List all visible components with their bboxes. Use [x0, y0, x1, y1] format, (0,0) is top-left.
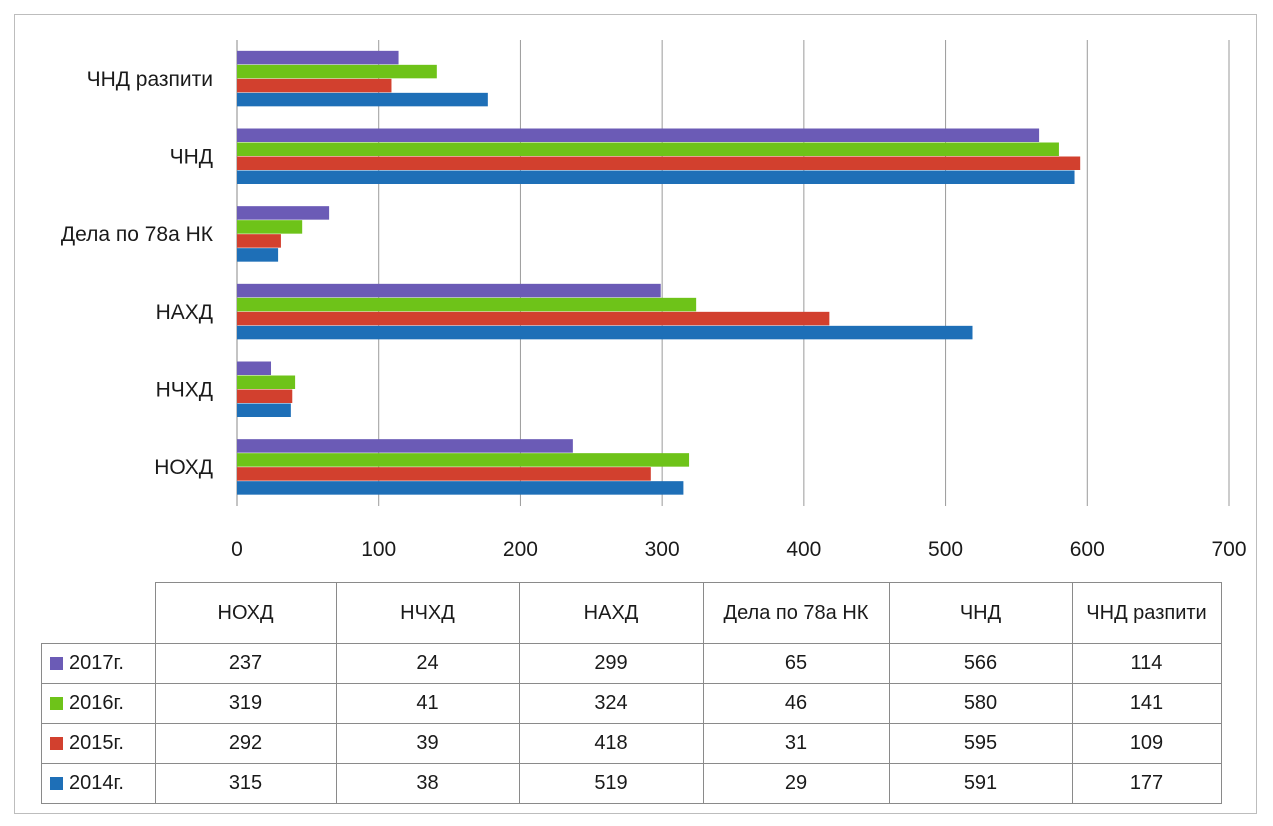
legend-entry: 2014г. [41, 763, 156, 804]
table-cell: 315 [154, 763, 337, 804]
legend-entry: 2015г. [41, 723, 156, 764]
y-category-label: НЧХД [156, 379, 213, 402]
y-category-label: НАХД [156, 301, 213, 324]
bar [237, 439, 573, 453]
table-row: 2017г. 237 24 299 65 566 114 [41, 643, 1222, 684]
bar [237, 325, 973, 340]
table-col-header: НАХД [518, 582, 704, 644]
bar [237, 389, 293, 403]
x-tick-label: 700 [1211, 538, 1246, 561]
table-cell: 299 [518, 643, 704, 684]
table-header-row: НОХД НЧХД НАХД Дела по 78а НК ЧНД ЧНД ра… [41, 582, 1222, 644]
table-col-header: ЧНД разпити [1071, 582, 1222, 644]
table-cell: 31 [702, 723, 890, 764]
bar [237, 170, 1075, 184]
data-table: НОХД НЧХД НАХД Дела по 78а НК ЧНД ЧНД ра… [41, 582, 1222, 804]
table-col-header-label: Дела по 78а НК [723, 602, 869, 624]
legend-swatch [50, 737, 63, 750]
legend-label: 2014г. [69, 772, 124, 794]
bar [237, 220, 303, 234]
table-cell: 519 [518, 763, 704, 804]
table-cell: 177 [1071, 763, 1222, 804]
table-row: 2016г. 319 41 324 46 580 141 [41, 683, 1222, 724]
bar [237, 297, 697, 312]
table-col-header: Дела по 78а НК [702, 582, 890, 644]
bar [237, 248, 279, 262]
table-cell: 237 [154, 643, 337, 684]
table-cell: 41 [335, 683, 520, 724]
table-col-header: ЧНД [888, 582, 1073, 644]
table-cell: 114 [1071, 643, 1222, 684]
bar [237, 92, 488, 107]
bar [237, 156, 1081, 170]
table-cell: 65 [702, 643, 890, 684]
bar [237, 283, 661, 298]
table-col-header: НОХД [154, 582, 337, 644]
x-tick-label: 0 [231, 538, 243, 561]
table-corner-cell [41, 582, 156, 644]
y-category-label: НОХД [154, 456, 213, 479]
legend-label: 2017г. [69, 652, 124, 674]
y-category-label: ЧНД [170, 146, 213, 169]
bar [237, 206, 330, 220]
table-cell: 418 [518, 723, 704, 764]
bar [237, 375, 296, 389]
x-tick-label: 200 [503, 538, 538, 561]
table-cell: 591 [888, 763, 1073, 804]
bar [237, 142, 1059, 156]
table-cell: 24 [335, 643, 520, 684]
table-cell: 319 [154, 683, 337, 724]
legend-label: 2016г. [69, 692, 124, 714]
table-cell: 595 [888, 723, 1073, 764]
bar [237, 467, 651, 481]
table-cell: 324 [518, 683, 704, 724]
table-cell: 566 [888, 643, 1073, 684]
x-tick-label: 300 [645, 538, 680, 561]
legend-entry: 2017г. [41, 643, 156, 684]
table-cell: 141 [1071, 683, 1222, 724]
bar [237, 481, 684, 495]
legend-swatch [50, 697, 63, 710]
table-row: 2014г. 315 38 519 29 591 177 [41, 763, 1222, 804]
table-col-header: НЧХД [335, 582, 520, 644]
bar [237, 50, 399, 65]
legend-label: 2015г. [69, 732, 124, 754]
bar [237, 234, 281, 248]
bar [237, 361, 272, 375]
table-cell: 292 [154, 723, 337, 764]
table-cell: 109 [1071, 723, 1222, 764]
y-category-label: ЧНД разпити [87, 68, 213, 91]
bar [237, 64, 437, 79]
table-row: 2015г. 292 39 418 31 595 109 [41, 723, 1222, 764]
table-cell: 38 [335, 763, 520, 804]
bar [237, 78, 392, 93]
x-tick-label: 100 [361, 538, 396, 561]
bar-chart: 0 100 200 300 400 500 600 700 НОХД НЧХД НАХД Дела п… [61, 40, 1247, 561]
x-tick-label: 600 [1070, 538, 1105, 561]
x-tick-label: 500 [928, 538, 963, 561]
legend-entry: 2016г. [41, 683, 156, 724]
table-cell: 29 [702, 763, 890, 804]
table-cell: 580 [888, 683, 1073, 724]
legend-swatch [50, 777, 63, 790]
x-tick-label: 400 [786, 538, 821, 561]
y-category-label: Дела по 78а НК [61, 223, 214, 246]
legend-swatch [50, 657, 63, 670]
bar [237, 128, 1040, 142]
table-cell: 46 [702, 683, 890, 724]
bar [237, 453, 690, 467]
bar [237, 311, 830, 326]
bar [237, 403, 291, 417]
table-body: 2017г. 237 24 299 65 566 114 2016г. 319 41 324 46 58… [41, 643, 1222, 804]
table-cell: 39 [335, 723, 520, 764]
